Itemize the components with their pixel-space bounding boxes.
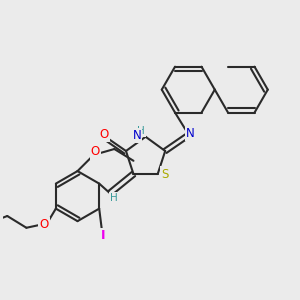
Text: H: H	[110, 194, 118, 203]
Text: O: O	[91, 146, 100, 158]
Text: I: I	[101, 229, 106, 242]
Text: O: O	[99, 128, 109, 141]
Text: N: N	[132, 129, 141, 142]
Text: H: H	[137, 126, 145, 136]
Text: S: S	[161, 167, 169, 181]
Text: O: O	[39, 218, 49, 231]
Text: N: N	[186, 127, 195, 140]
